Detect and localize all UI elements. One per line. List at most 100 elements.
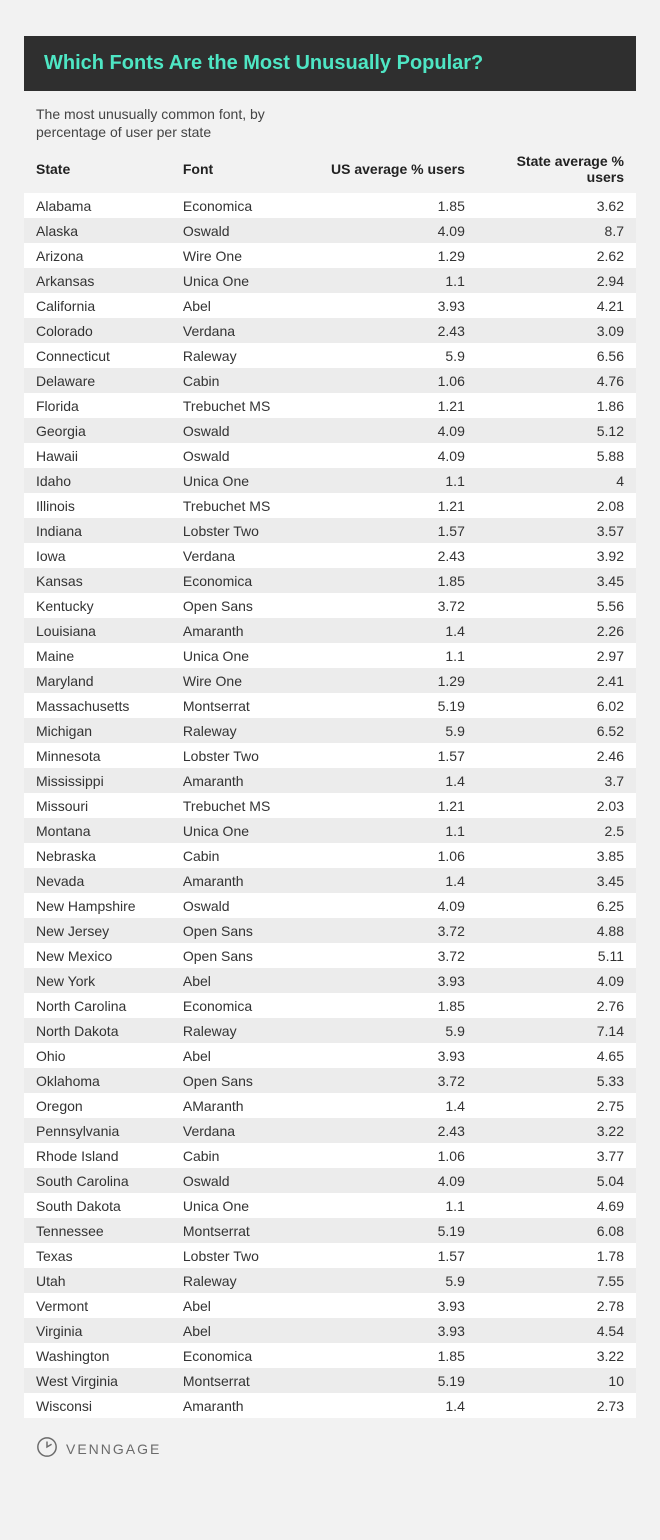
table-row: NevadaAmaranth1.43.45 [24,868,636,893]
cell-font: Open Sans [171,1068,318,1093]
table-row: North CarolinaEconomica1.852.76 [24,993,636,1018]
cell-state: Georgia [24,418,171,443]
cell-state: Colorado [24,318,171,343]
cell-state-avg: 7.14 [477,1018,636,1043]
cell-font: Open Sans [171,918,318,943]
cell-state-avg: 6.52 [477,718,636,743]
cell-state-avg: 3.45 [477,868,636,893]
table-row: VermontAbel3.932.78 [24,1293,636,1318]
cell-state-avg: 2.75 [477,1093,636,1118]
cell-state-avg: 3.85 [477,843,636,868]
cell-font: Oswald [171,418,318,443]
cell-state: Alabama [24,193,171,218]
cell-state-avg: 10 [477,1368,636,1393]
cell-state-avg: 4 [477,468,636,493]
table-row: KansasEconomica1.853.45 [24,568,636,593]
cell-state-avg: 2.78 [477,1293,636,1318]
cell-state: Indiana [24,518,171,543]
cell-us-avg: 1.85 [318,1343,477,1368]
table-row: PennsylvaniaVerdana2.433.22 [24,1118,636,1143]
cell-state: Kentucky [24,593,171,618]
table-row: Rhode IslandCabin1.063.77 [24,1143,636,1168]
cell-font: Raleway [171,1268,318,1293]
cell-font: Economica [171,568,318,593]
cell-state-avg: 5.11 [477,943,636,968]
table-row: AlaskaOswald4.098.7 [24,218,636,243]
cell-us-avg: 1.4 [318,768,477,793]
cell-font: Lobster Two [171,743,318,768]
cell-us-avg: 3.72 [318,593,477,618]
cell-state: Maryland [24,668,171,693]
cell-us-avg: 1.85 [318,568,477,593]
cell-font: Unica One [171,818,318,843]
fonts-table: State Font US average % users State aver… [24,147,636,1418]
table-row: ConnecticutRaleway5.96.56 [24,343,636,368]
cell-state: Montana [24,818,171,843]
table-row: North DakotaRaleway5.97.14 [24,1018,636,1043]
cell-font: Montserrat [171,1218,318,1243]
cell-us-avg: 2.43 [318,543,477,568]
cell-state-avg: 2.97 [477,643,636,668]
cell-font: Abel [171,1318,318,1343]
cell-font: Verdana [171,318,318,343]
cell-state: Tennessee [24,1218,171,1243]
cell-us-avg: 5.9 [318,1018,477,1043]
cell-font: Unica One [171,643,318,668]
table-row: New HampshireOswald4.096.25 [24,893,636,918]
cell-state: Minnesota [24,743,171,768]
cell-state-avg: 4.69 [477,1193,636,1218]
cell-font: Economica [171,993,318,1018]
cell-font: Oswald [171,218,318,243]
cell-state: Nevada [24,868,171,893]
cell-font: Open Sans [171,943,318,968]
cell-font: Raleway [171,718,318,743]
col-header-state: State [24,147,171,193]
footer-brand: VENNGAGE [66,1441,161,1457]
infographic-panel: Which Fonts Are the Most Unusually Popul… [0,0,660,1485]
cell-state-avg: 4.88 [477,918,636,943]
cell-us-avg: 4.09 [318,893,477,918]
cell-us-avg: 3.93 [318,1293,477,1318]
table-row: AlabamaEconomica1.853.62 [24,193,636,218]
cell-state: Ohio [24,1043,171,1068]
cell-state-avg: 2.08 [477,493,636,518]
cell-us-avg: 1.06 [318,368,477,393]
cell-font: Trebuchet MS [171,493,318,518]
cell-state: California [24,293,171,318]
cell-state-avg: 4.09 [477,968,636,993]
cell-us-avg: 1.1 [318,643,477,668]
col-header-state-avg: State average % users [477,147,636,193]
cell-us-avg: 1.85 [318,193,477,218]
cell-us-avg: 4.09 [318,1168,477,1193]
cell-state-avg: 4.54 [477,1318,636,1343]
cell-state: Kansas [24,568,171,593]
cell-us-avg: 1.57 [318,518,477,543]
cell-state-avg: 5.56 [477,593,636,618]
cell-state: Wisconsi [24,1393,171,1418]
cell-font: Unica One [171,1193,318,1218]
cell-font: Montserrat [171,693,318,718]
cell-us-avg: 5.9 [318,343,477,368]
cell-state-avg: 1.78 [477,1243,636,1268]
table-row: GeorgiaOswald4.095.12 [24,418,636,443]
cell-us-avg: 1.29 [318,668,477,693]
cell-us-avg: 2.43 [318,318,477,343]
cell-state: Vermont [24,1293,171,1318]
cell-state-avg: 2.46 [477,743,636,768]
cell-us-avg: 1.21 [318,493,477,518]
cell-state: North Dakota [24,1018,171,1043]
cell-state-avg: 3.62 [477,193,636,218]
table-row: ColoradoVerdana2.433.09 [24,318,636,343]
cell-state: Oklahoma [24,1068,171,1093]
cell-font: Trebuchet MS [171,393,318,418]
table-row: DelawareCabin1.064.76 [24,368,636,393]
table-row: TexasLobster Two1.571.78 [24,1243,636,1268]
table-row: UtahRaleway5.97.55 [24,1268,636,1293]
cell-state-avg: 2.94 [477,268,636,293]
cell-us-avg: 1.4 [318,1093,477,1118]
cell-state-avg: 3.22 [477,1118,636,1143]
cell-state-avg: 3.77 [477,1143,636,1168]
cell-font: Raleway [171,1018,318,1043]
cell-state-avg: 6.25 [477,893,636,918]
table-row: OregonAMaranth1.42.75 [24,1093,636,1118]
